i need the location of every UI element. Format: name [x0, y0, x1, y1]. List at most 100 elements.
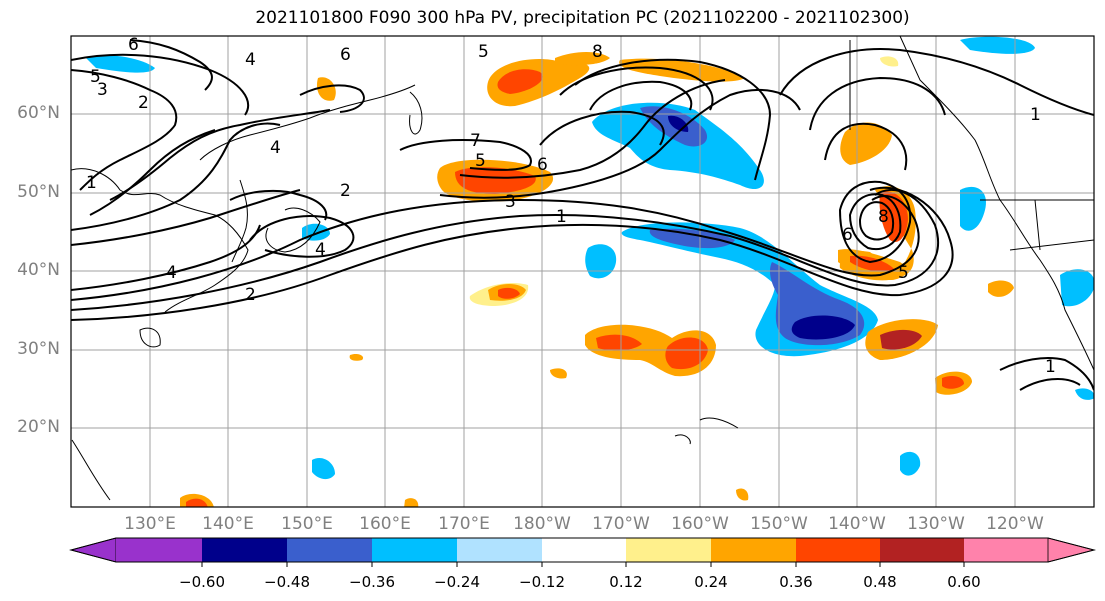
lon-label: 180°W: [513, 514, 571, 534]
lat-label: 30°N: [17, 339, 60, 359]
precip-blob: [665, 337, 708, 370]
precip-blob: [736, 488, 749, 501]
lon-label: 140°W: [828, 514, 886, 534]
contour-label: 4: [166, 263, 177, 283]
contour-label: 4: [245, 50, 256, 70]
contour-label: 7: [470, 131, 481, 151]
colorbar-tick-label: −0.48: [264, 573, 310, 591]
contour-label: 3: [505, 192, 516, 212]
contour-label: 4: [270, 138, 281, 158]
precip-blob: [592, 102, 764, 190]
colorbar-tick-label: −0.60: [179, 573, 225, 591]
colorbar-segment: [202, 538, 287, 562]
contour-label: 3: [97, 80, 108, 100]
map-title: 2021101800 F090 300 hPa PV, precipitatio…: [255, 8, 910, 28]
colorbar-tick-label: −0.12: [519, 573, 565, 591]
lon-label: 120°W: [986, 514, 1044, 534]
precip-blob: [960, 186, 986, 231]
colorbar-segment: [880, 538, 964, 562]
contour-label: 4: [315, 240, 326, 260]
precip-blob: [880, 329, 922, 350]
colorbar-segment: [964, 538, 1048, 562]
colorbar-tick-label: 0.36: [779, 573, 813, 591]
precip-blob: [312, 457, 335, 480]
precip-blob: [942, 376, 964, 389]
lon-label: 170°W: [592, 514, 650, 534]
lat-label: 40°N: [17, 260, 60, 280]
precip-blob: [585, 244, 617, 279]
precip-blob: [880, 56, 899, 67]
colorbar-segment: [626, 538, 711, 562]
lon-label: 150°W: [750, 514, 808, 534]
colorbar-segment: [457, 538, 542, 562]
colorbar: [69, 537, 1096, 567]
precip-blob: [550, 368, 567, 379]
precip-blob: [900, 451, 921, 476]
contour-label: 6: [842, 225, 853, 245]
precip-blob: [1075, 388, 1094, 400]
contour-label: 5: [475, 151, 486, 171]
contour-labels: 6 4 6 5 8 5 3 2 7 6 5 3 1 4 2 4 4 2 1 8 …: [86, 35, 1056, 377]
colorbar-tick-label: 0.24: [694, 573, 728, 591]
coastlines: [71, 36, 1094, 501]
contour-label: 1: [1030, 105, 1041, 125]
map-frame: [70, 35, 1095, 508]
lon-label: 160°E: [359, 514, 411, 534]
contour-label: 8: [592, 42, 603, 62]
contour-label: 2: [138, 93, 149, 113]
lon-label: 170°E: [438, 514, 490, 534]
contour-label: 6: [340, 45, 351, 65]
colorbar-segment: [796, 538, 880, 562]
precip-blob: [596, 334, 642, 351]
colorbar-segment: [287, 538, 372, 562]
colorbar-segment: [116, 538, 202, 562]
lon-label: 150°E: [281, 514, 333, 534]
lat-label: 50°N: [17, 182, 60, 202]
precip-blob: [960, 36, 1035, 54]
precip-blob: [840, 122, 892, 165]
contour-label: 5: [90, 67, 101, 87]
colorbar-extend-low: [69, 537, 117, 563]
lon-label: 130°E: [124, 514, 176, 534]
precip-blob: [186, 498, 208, 507]
precip-blob: [316, 77, 336, 101]
lon-label: 140°E: [202, 514, 254, 534]
precip-blob: [349, 353, 364, 361]
precip-blob: [619, 58, 745, 82]
precip-blob: [988, 280, 1014, 297]
colorbar-segment: [711, 538, 796, 562]
colorbar-extend-high: [1047, 537, 1096, 563]
contour-label: 8: [878, 207, 889, 227]
colorbar-tick-label: −0.24: [434, 573, 480, 591]
precip-blob: [649, 228, 735, 249]
lon-label: 130°W: [907, 514, 965, 534]
contour-label: 2: [340, 181, 351, 201]
precip-blob: [455, 167, 536, 194]
contour-label: 1: [556, 207, 567, 227]
precip-blob: [791, 315, 855, 340]
precip-blob: [86, 55, 155, 73]
lat-label: 60°N: [17, 103, 60, 123]
contour-label: 5: [898, 263, 909, 283]
colorbar-segment: [372, 538, 457, 562]
lon-label: 160°W: [671, 514, 729, 534]
contour-label: 6: [128, 35, 139, 55]
precip-blob: [555, 52, 610, 66]
precip-blob: [404, 498, 419, 507]
precip-blob: [497, 69, 543, 94]
colorbar-tick-label: 0.48: [863, 573, 897, 591]
colorbar-segment: [542, 538, 626, 562]
contour-label: 6: [537, 155, 548, 175]
contour-label: 2: [245, 285, 256, 305]
colorbar-tick-label: 0.60: [947, 573, 981, 591]
precip-blob: [1060, 269, 1094, 307]
contour-label: 1: [1045, 357, 1056, 377]
colorbar-tick-label: −0.36: [349, 573, 395, 591]
pv-contours: [71, 39, 1094, 391]
colorbar-tick-label: 0.12: [609, 573, 643, 591]
contour-label: 5: [478, 42, 489, 62]
gridlines: [71, 36, 1094, 507]
precip-blob: [498, 287, 520, 299]
contour-label: 1: [86, 173, 97, 193]
